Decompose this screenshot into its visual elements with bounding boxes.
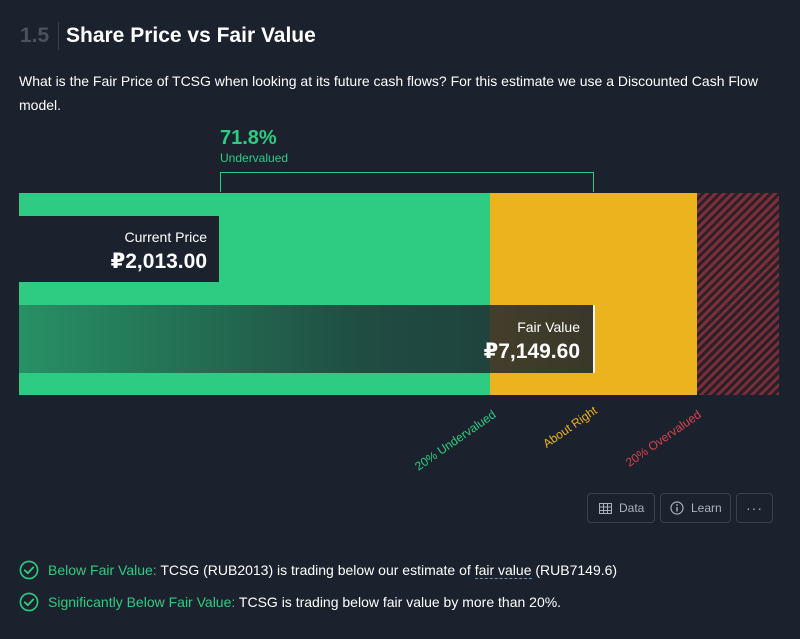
learn-button[interactable]: Learn bbox=[660, 493, 731, 523]
learn-button-label: Learn bbox=[691, 501, 722, 515]
data-button-label: Data bbox=[619, 501, 645, 515]
check-significantly-below-fair-value: Significantly Below Fair Value: TCSG is … bbox=[19, 592, 561, 612]
check-text: TCSG is trading below fair value by more… bbox=[235, 594, 562, 610]
section-number: 1.5 bbox=[20, 24, 50, 47]
current-price-bar: Current Price ₽2,013.00 bbox=[19, 216, 219, 282]
check-circle-icon bbox=[19, 592, 39, 612]
section-description: What is the Fair Price of TCSG when look… bbox=[19, 73, 758, 113]
current-price-label: Current Price bbox=[124, 229, 207, 245]
undervalued-label: Undervalued bbox=[220, 151, 289, 165]
check-title: Below Fair Value: bbox=[48, 562, 157, 578]
zone-label-about-right: About Right bbox=[540, 403, 601, 451]
fair-value-label: Fair Value bbox=[517, 319, 580, 335]
check-below-fair-value: Below Fair Value: TCSG (RUB2013) is trad… bbox=[19, 560, 617, 580]
fair-value-link[interactable]: fair value bbox=[474, 561, 532, 579]
section-title: Share Price vs Fair Value bbox=[66, 24, 316, 47]
more-options-button[interactable]: ··· bbox=[736, 493, 773, 523]
section-divider bbox=[58, 22, 59, 50]
check-text: TCSG (RUB2013) is trading below our esti… bbox=[156, 562, 475, 578]
check-circle-icon bbox=[19, 560, 39, 580]
valuation-gap-bracket bbox=[220, 172, 594, 192]
current-price-value: ₽2,013.00 bbox=[110, 250, 207, 273]
data-button[interactable]: Data bbox=[587, 493, 655, 523]
zone-overvalued bbox=[697, 193, 779, 395]
check-text-suffix: (RUB7149.6) bbox=[531, 562, 618, 578]
zone-label-undervalued: 20% Undervalued bbox=[411, 407, 499, 474]
undervalued-percent: 71.8% bbox=[220, 127, 277, 149]
info-icon bbox=[670, 501, 684, 515]
zone-label-overvalued: 20% Overvalued bbox=[623, 407, 705, 470]
fair-value-marker bbox=[593, 305, 595, 373]
fair-value-bar: Fair Value ₽7,149.60 bbox=[19, 305, 594, 373]
check-title: Significantly Below Fair Value: bbox=[48, 594, 236, 610]
fair-value-value: ₽7,149.60 bbox=[483, 340, 580, 363]
table-icon bbox=[599, 502, 612, 514]
